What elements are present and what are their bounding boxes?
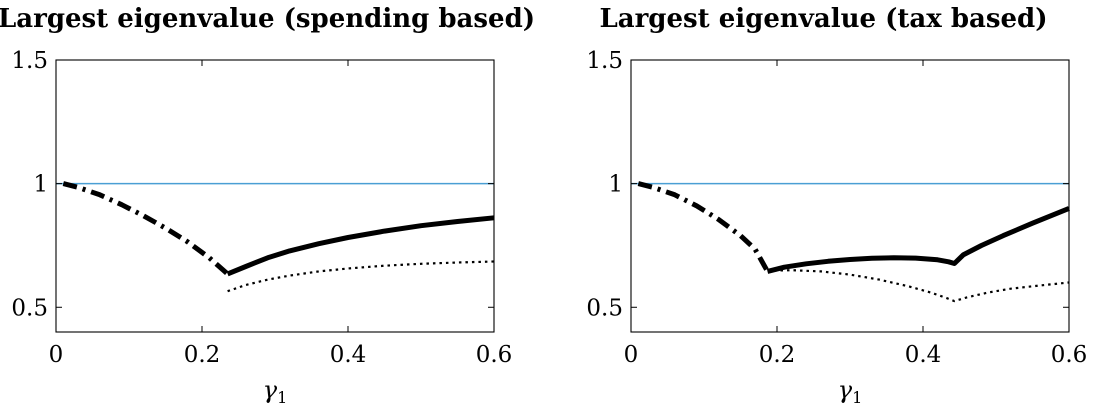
x-tick-label: 0	[624, 342, 639, 368]
series-line-dotted	[767, 269, 1070, 303]
chart-panel-spending: Largest eigenvalue (spending based) 0 0.2…	[0, 0, 547, 408]
y-tick-label: 0.5	[586, 295, 623, 321]
y-tick-label: 1.5	[11, 48, 48, 74]
y-tick-label: 1	[33, 172, 48, 198]
x-tick-label: 0.2	[759, 342, 796, 368]
x-tick-label: 0.4	[330, 342, 367, 368]
y-tick-label: 1	[608, 172, 623, 198]
chart-spending: 0 0.2 0.4 0.6 0.5 1 1.5 γ1	[11, 48, 513, 407]
plot-frame	[630, 59, 1070, 333]
x-tick-label: 0.4	[905, 342, 942, 368]
y-tick-label: 1.5	[586, 48, 623, 74]
x-axis-label: γ1	[838, 376, 863, 407]
plot-frame	[55, 59, 495, 333]
series-line-solid	[226, 215, 495, 277]
x-tick-label: 0.6	[1051, 342, 1088, 368]
chart-tax: 0 0.2 0.4 0.6 0.5 1 1.5 γ1	[586, 48, 1088, 407]
series-line-dash-dot	[62, 181, 230, 276]
series-line-dotted	[227, 260, 495, 293]
x-tick-label: 0.2	[184, 342, 221, 368]
x-axis-label: γ1	[263, 376, 288, 407]
x-tick-label: 0.6	[476, 342, 513, 368]
chart-panel-tax: Largest eigenvalue (tax based) 0 0.2 0.4 0.…	[548, 0, 1095, 408]
y-tick-label: 0.5	[11, 295, 48, 321]
chart-title-spending: Largest eigenvalue (spending based)	[0, 4, 536, 34]
series-line-solid	[766, 206, 1070, 274]
series-line-dash-dot	[637, 181, 770, 273]
x-tick-label: 0	[49, 342, 64, 368]
chart-title-tax: Largest eigenvalue (tax based)	[599, 4, 1048, 34]
